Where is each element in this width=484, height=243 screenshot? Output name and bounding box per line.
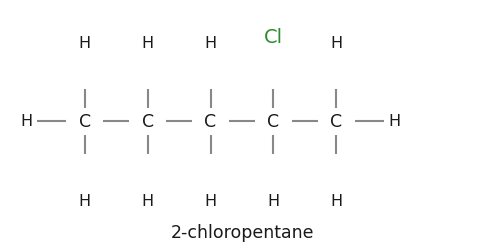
Text: H: H xyxy=(388,114,401,129)
Text: H: H xyxy=(267,194,280,209)
Text: H: H xyxy=(330,36,343,51)
Text: C: C xyxy=(204,113,217,130)
Text: H: H xyxy=(20,114,33,129)
Text: H: H xyxy=(204,36,217,51)
Text: H: H xyxy=(141,194,154,209)
Text: 2-chloropentane: 2-chloropentane xyxy=(170,224,314,242)
Text: H: H xyxy=(141,36,154,51)
Text: H: H xyxy=(330,194,343,209)
Text: C: C xyxy=(330,113,343,130)
Text: H: H xyxy=(78,194,91,209)
Text: H: H xyxy=(204,194,217,209)
Text: H: H xyxy=(78,36,91,51)
Text: C: C xyxy=(267,113,280,130)
Text: Cl: Cl xyxy=(264,28,283,47)
Text: C: C xyxy=(78,113,91,130)
Text: C: C xyxy=(141,113,154,130)
